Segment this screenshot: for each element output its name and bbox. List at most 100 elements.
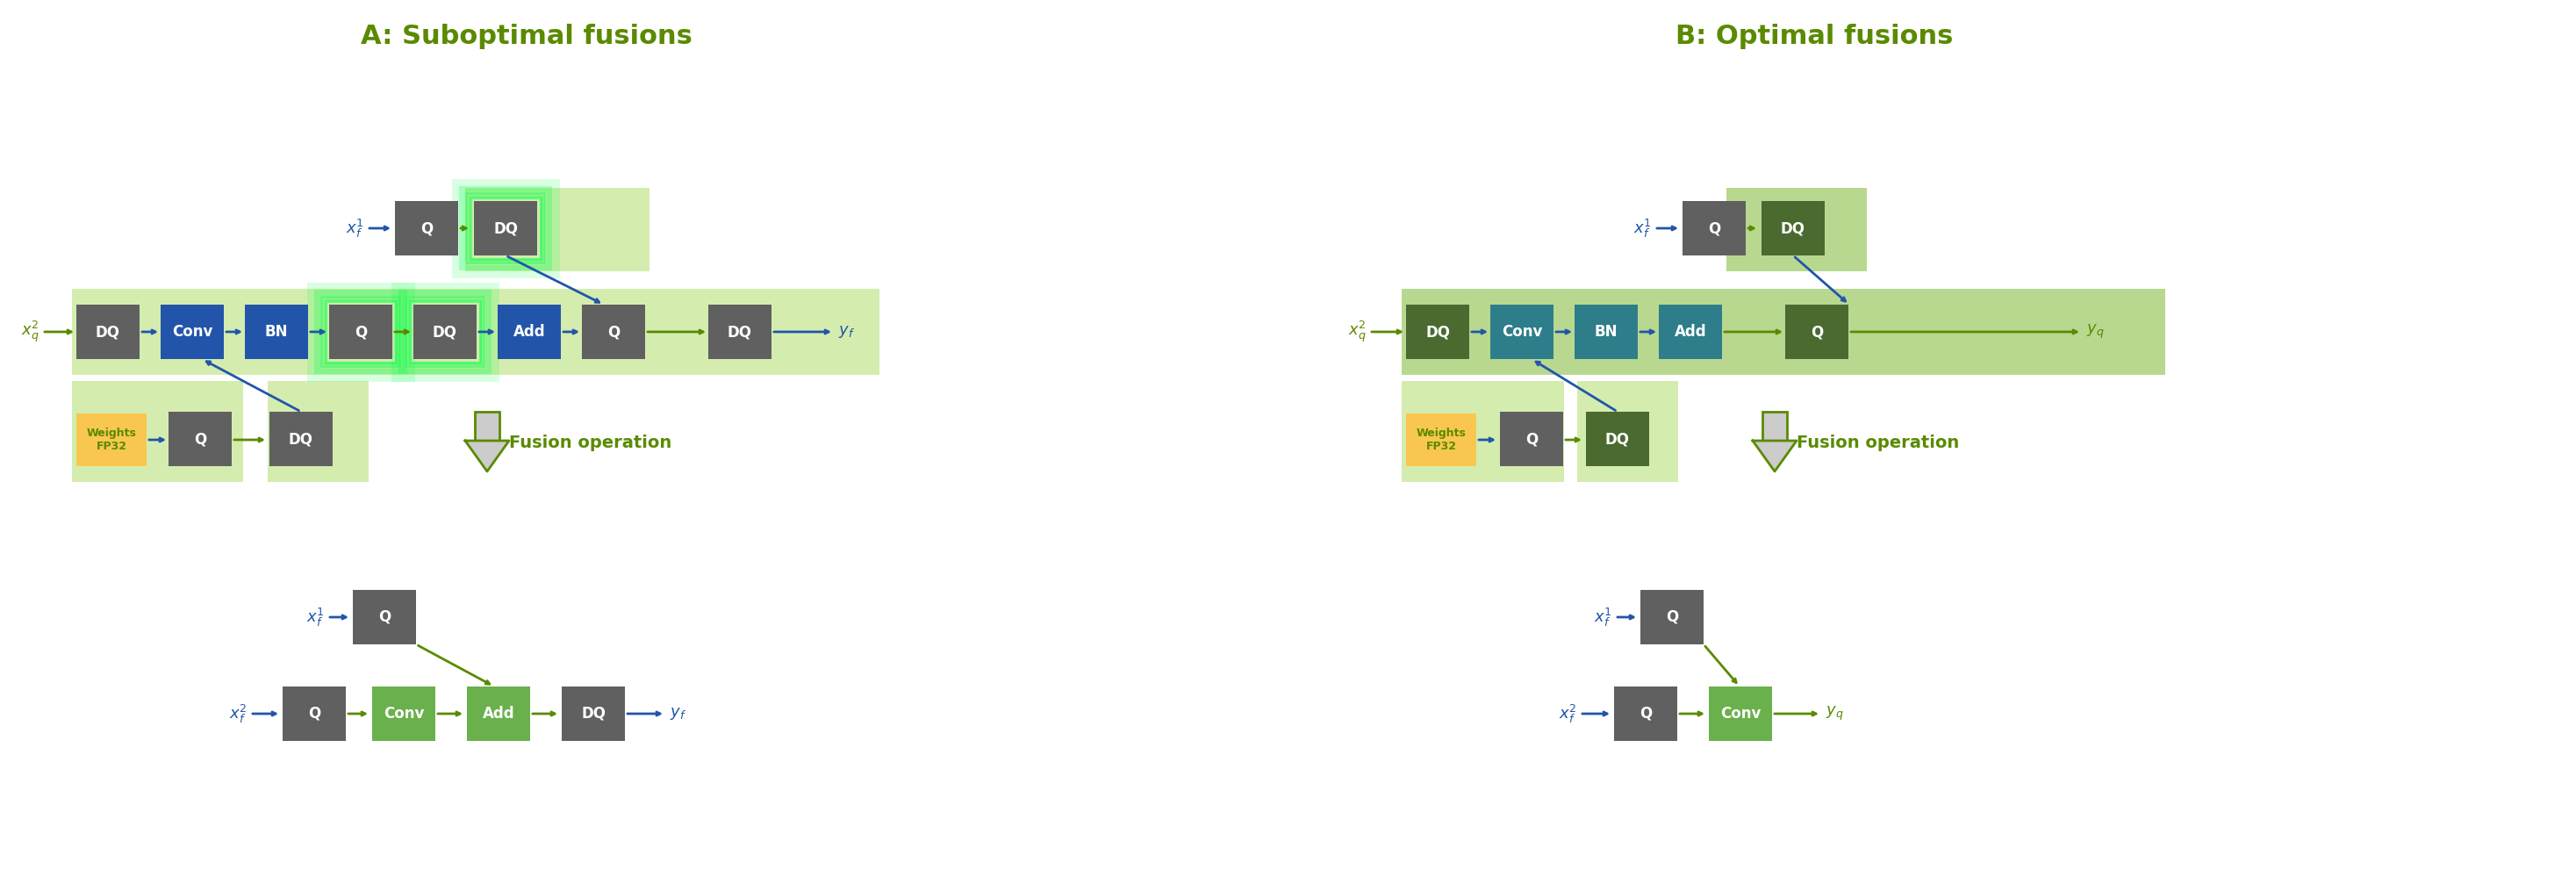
Text: $x_q^2$: $x_q^2$ xyxy=(1347,319,1365,345)
Text: DQ: DQ xyxy=(1605,431,1631,447)
Text: Weights
FP32: Weights FP32 xyxy=(1417,427,1466,453)
Bar xyxy=(1762,411,1788,441)
Text: Q: Q xyxy=(608,324,621,339)
Bar xyxy=(469,195,544,261)
Bar xyxy=(322,298,399,365)
Bar xyxy=(1406,413,1476,467)
Bar xyxy=(1577,381,1677,482)
Bar xyxy=(1762,201,1824,255)
Bar xyxy=(283,687,345,741)
Text: Q: Q xyxy=(1638,706,1651,722)
Bar xyxy=(1401,289,2166,374)
Bar xyxy=(1726,188,1868,271)
Bar xyxy=(582,304,644,359)
Bar xyxy=(270,411,332,467)
Bar xyxy=(245,304,309,359)
Bar xyxy=(397,289,492,374)
Bar xyxy=(1682,201,1747,255)
Bar xyxy=(325,301,397,362)
Text: $y_q$: $y_q$ xyxy=(1826,705,1844,723)
Text: Fusion operation: Fusion operation xyxy=(510,434,672,451)
Text: Q: Q xyxy=(309,706,319,722)
Bar xyxy=(314,289,407,374)
Text: $x_f^1$: $x_f^1$ xyxy=(345,217,363,239)
Bar xyxy=(459,185,554,271)
Bar xyxy=(1615,687,1677,741)
Text: Weights
FP32: Weights FP32 xyxy=(88,427,137,453)
Text: $y_f$: $y_f$ xyxy=(670,706,685,722)
Bar xyxy=(1492,304,1553,359)
Text: DQ: DQ xyxy=(492,220,518,236)
Text: Q: Q xyxy=(1811,324,1824,339)
Text: DQ: DQ xyxy=(95,324,121,339)
Bar xyxy=(330,304,392,359)
Text: $x_f^2$: $x_f^2$ xyxy=(229,702,247,724)
Bar xyxy=(268,381,368,482)
Text: Conv: Conv xyxy=(1502,324,1543,339)
Text: Add: Add xyxy=(513,324,546,339)
Text: Q: Q xyxy=(420,220,433,236)
Text: $x_f^2$: $x_f^2$ xyxy=(1558,702,1577,724)
Bar xyxy=(77,413,147,467)
Bar xyxy=(466,188,649,271)
Text: BN: BN xyxy=(265,324,289,339)
Bar xyxy=(410,301,479,362)
Bar xyxy=(407,298,482,365)
Text: DQ: DQ xyxy=(433,324,459,339)
Bar xyxy=(1401,381,1564,482)
Bar xyxy=(474,411,500,441)
Polygon shape xyxy=(466,441,510,472)
Text: Q: Q xyxy=(1708,220,1721,236)
Text: $y_f$: $y_f$ xyxy=(837,324,855,339)
Bar xyxy=(1659,304,1721,359)
Text: $x_f^1$: $x_f^1$ xyxy=(1633,217,1651,239)
Bar xyxy=(1574,304,1638,359)
Polygon shape xyxy=(1752,441,1795,472)
Bar xyxy=(319,294,402,369)
Text: BN: BN xyxy=(1595,324,1618,339)
Text: $x_f^1$: $x_f^1$ xyxy=(1595,606,1613,628)
Text: Add: Add xyxy=(482,706,515,722)
Text: DQ: DQ xyxy=(726,324,752,339)
Bar xyxy=(77,304,139,359)
Bar xyxy=(353,590,415,645)
Text: DQ: DQ xyxy=(1425,324,1450,339)
Bar xyxy=(72,289,878,374)
Bar xyxy=(394,201,459,255)
Bar xyxy=(466,687,531,741)
Text: $x_f^1$: $x_f^1$ xyxy=(307,606,325,628)
Bar xyxy=(562,687,626,741)
Text: A: Suboptimal fusions: A: Suboptimal fusions xyxy=(361,24,693,49)
Text: Add: Add xyxy=(1674,324,1705,339)
Text: Conv: Conv xyxy=(173,324,214,339)
Bar xyxy=(497,304,562,359)
Bar xyxy=(471,197,541,259)
Text: DQ: DQ xyxy=(582,706,605,722)
Text: Q: Q xyxy=(1667,610,1677,625)
Bar xyxy=(708,304,770,359)
Text: Conv: Conv xyxy=(1721,706,1762,722)
Text: $y_q$: $y_q$ xyxy=(2087,323,2105,340)
Text: Q: Q xyxy=(1525,431,1538,447)
Bar xyxy=(160,304,224,359)
Bar xyxy=(402,294,487,369)
Text: Q: Q xyxy=(355,324,366,339)
Bar xyxy=(412,304,477,359)
Bar xyxy=(474,201,538,255)
Bar xyxy=(1587,411,1649,467)
Bar xyxy=(1641,590,1703,645)
Bar xyxy=(1406,304,1468,359)
Bar xyxy=(1499,411,1564,467)
Text: DQ: DQ xyxy=(289,431,314,447)
Text: B: Optimal fusions: B: Optimal fusions xyxy=(1674,24,1953,49)
Bar xyxy=(72,381,242,482)
Bar xyxy=(464,190,549,266)
Bar xyxy=(167,411,232,467)
Bar xyxy=(1708,687,1772,741)
Text: $x_q^2$: $x_q^2$ xyxy=(21,319,39,345)
Text: Q: Q xyxy=(379,610,392,625)
Text: Conv: Conv xyxy=(384,706,425,722)
Text: DQ: DQ xyxy=(1780,220,1806,236)
Bar xyxy=(1785,304,1850,359)
Text: Fusion operation: Fusion operation xyxy=(1795,434,1960,451)
